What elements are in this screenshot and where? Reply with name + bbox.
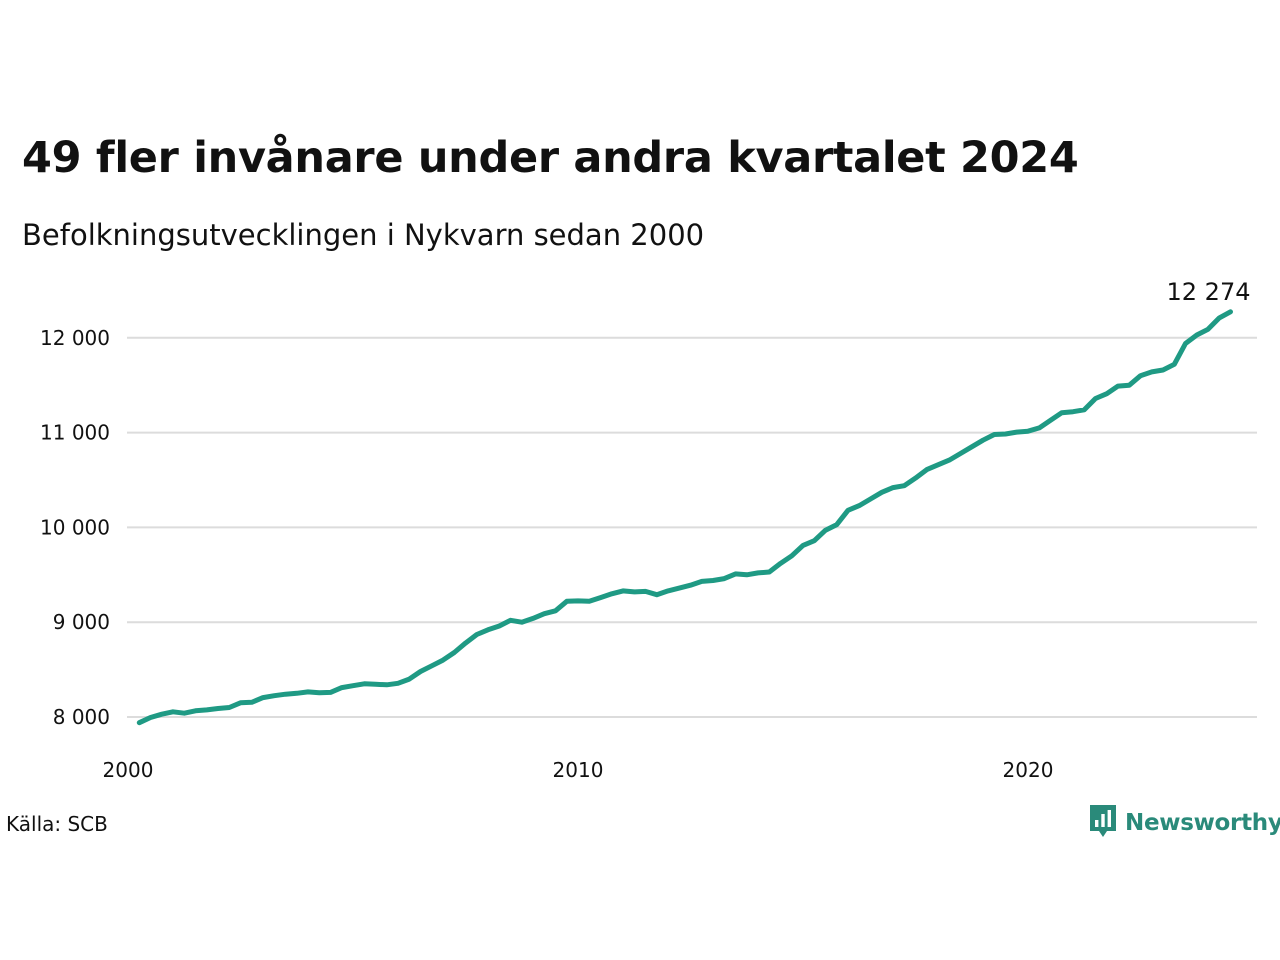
newsworthy-logo[interactable]: Newsworthy [1088,803,1280,843]
x-axis-tick-labels: 2000 2010 2020 [103,758,1054,782]
y-tick-label: 9 000 [53,610,110,634]
series-group [136,309,1233,726]
bar-chart-speech-bubble-icon [1088,803,1118,843]
y-axis-tick-labels: 8 000 9 000 10 000 11 000 12 000 [40,326,110,729]
y-tick-label: 8 000 [53,705,110,729]
y-tick-label: 10 000 [40,515,110,539]
x-tick-label: 2010 [553,758,604,782]
source-note: Källa: SCB [6,812,108,836]
y-tick-label: 12 000 [40,326,110,350]
last-value-label: 12 274 [1167,278,1251,306]
chart-subtitle: Befolkningsutvecklingen i Nykvarn sedan … [22,218,705,252]
x-tick-label: 2020 [1003,758,1054,782]
y-tick-label: 11 000 [40,421,110,445]
chart-title: 49 fler invånare under andra kvartalet 2… [22,133,1079,183]
x-tick-label: 2000 [103,758,154,782]
gridlines [127,336,1257,718]
population-line [136,309,1233,726]
brand-name: Newsworthy [1125,810,1280,836]
